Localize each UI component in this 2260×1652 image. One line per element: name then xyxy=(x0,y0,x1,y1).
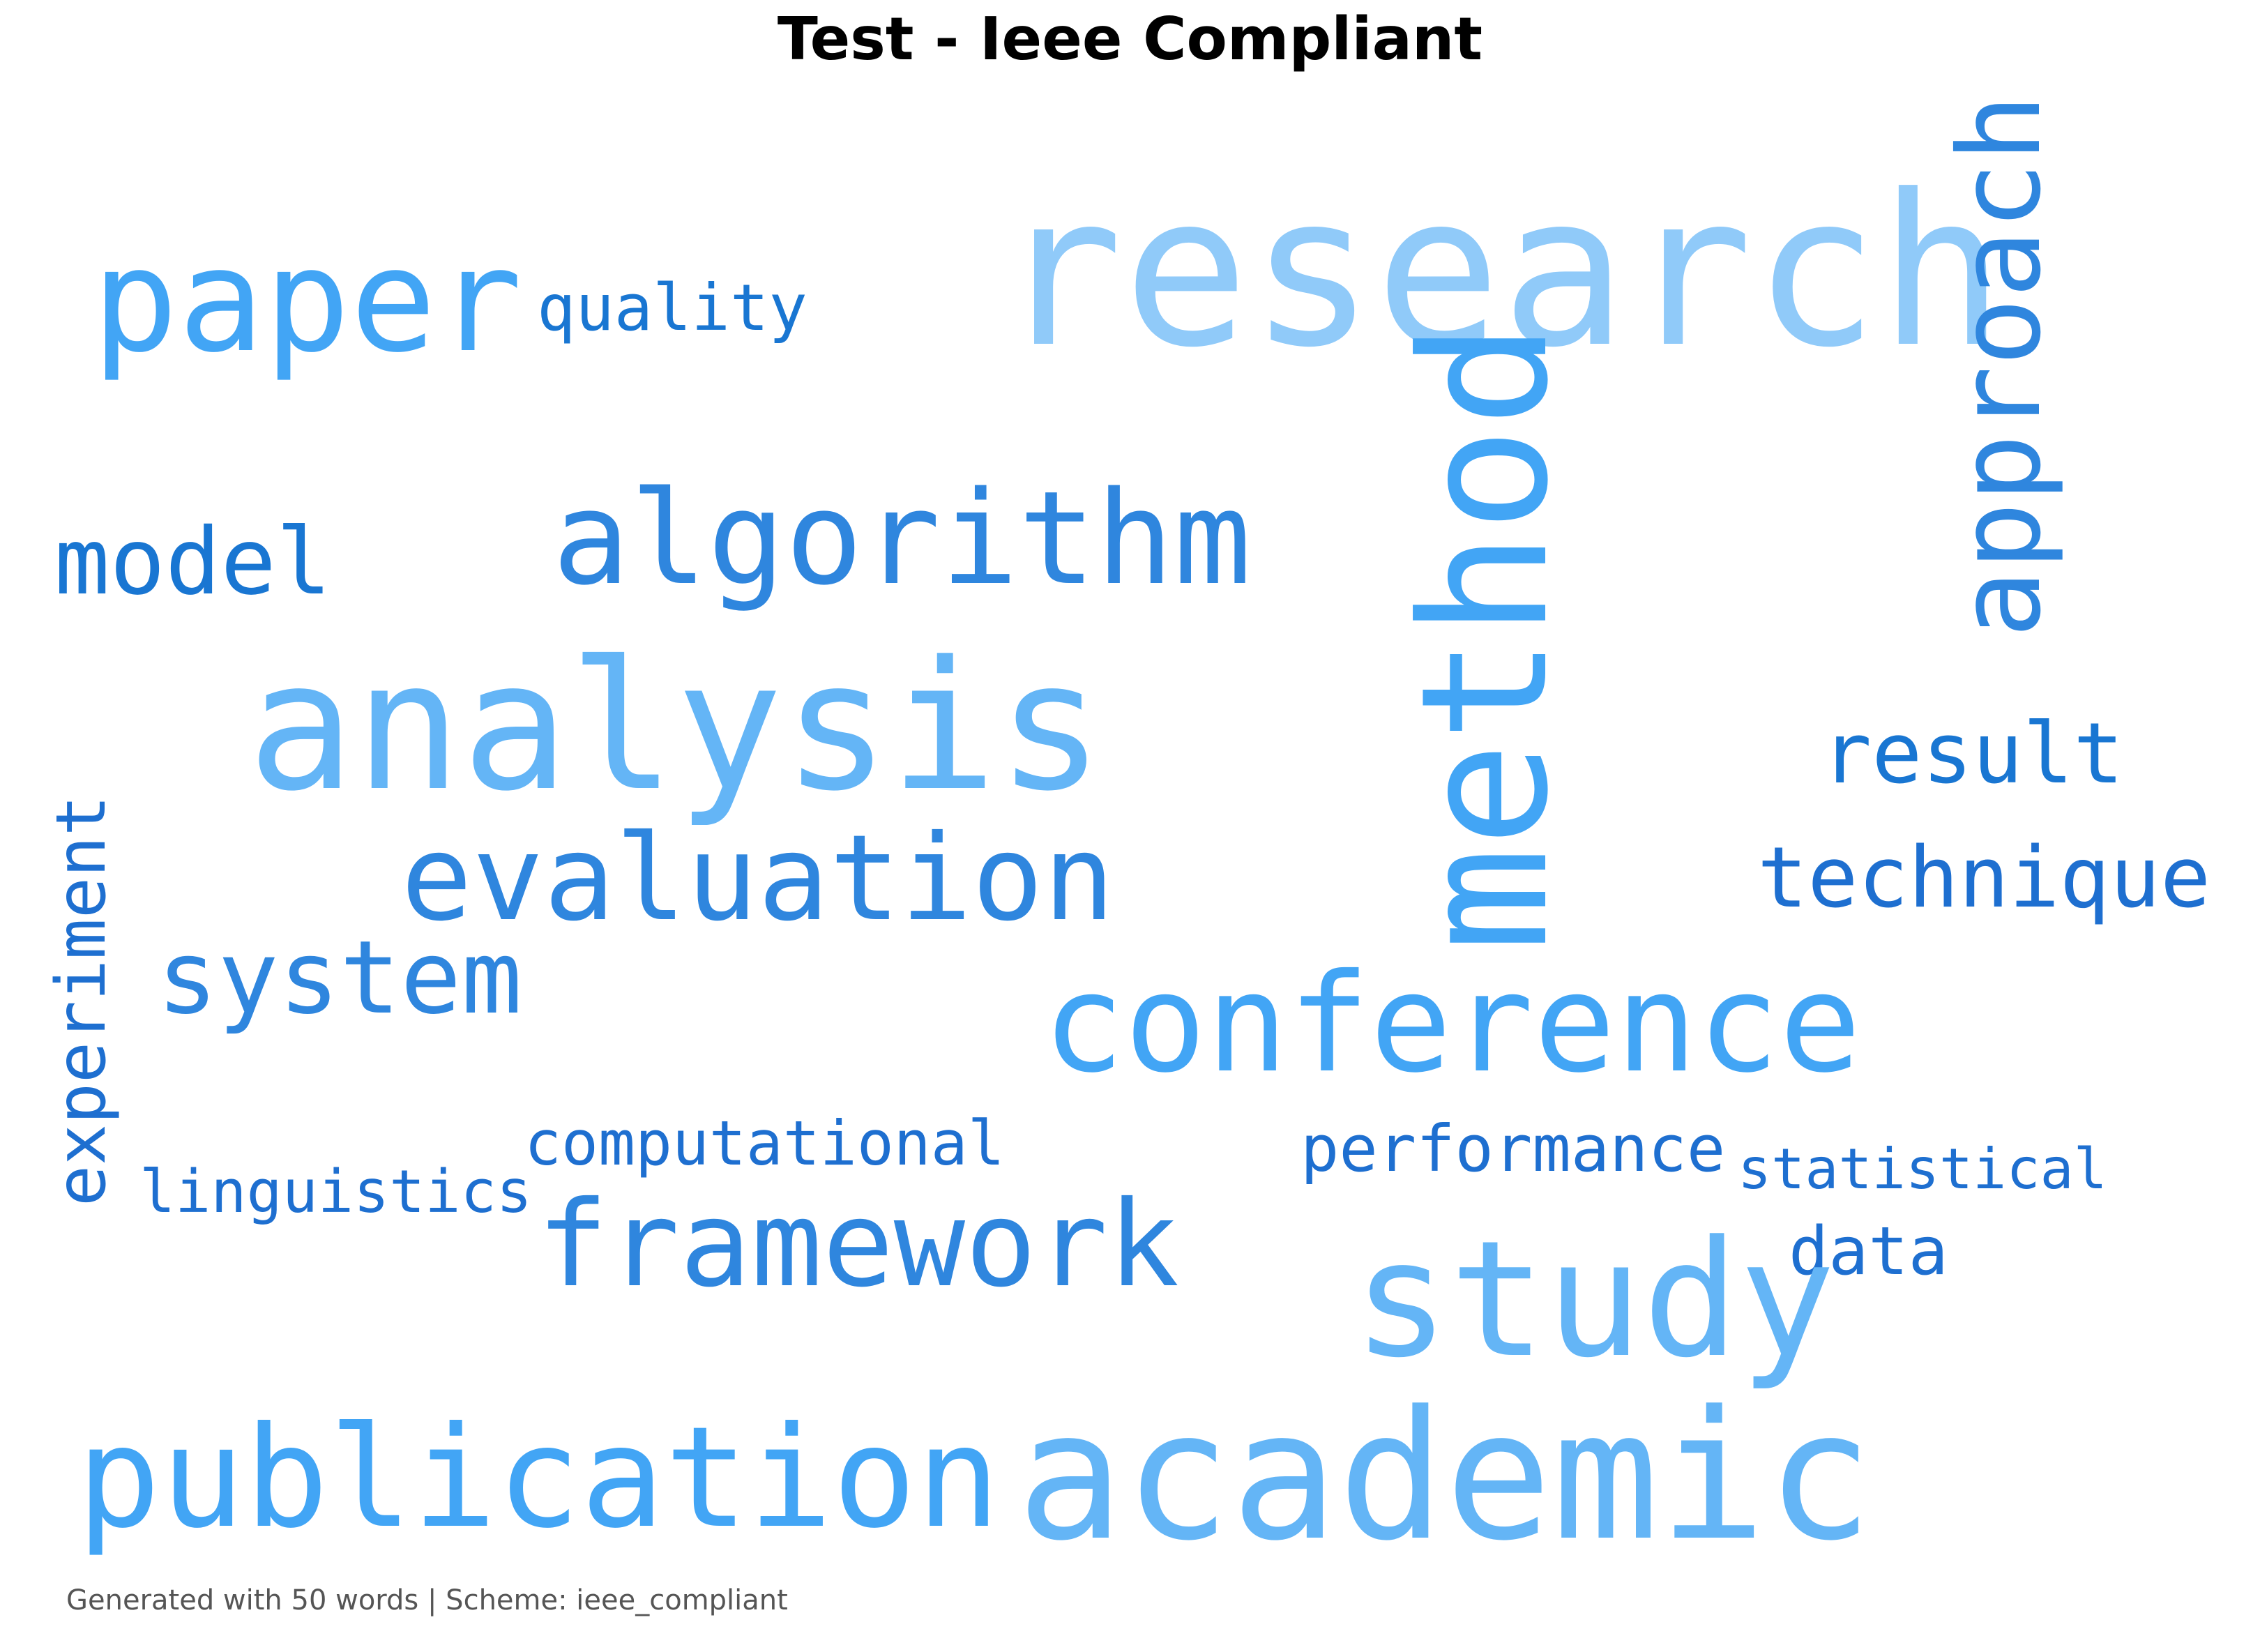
word-analysis: analysis xyxy=(248,623,1105,831)
word-result: result xyxy=(1821,706,2124,803)
word-system: system xyxy=(157,919,522,1037)
word-linguistics: linguistics xyxy=(139,1158,532,1227)
word-computational: computational xyxy=(524,1107,1005,1179)
word-framework: framework xyxy=(537,1176,1180,1314)
word-paper: paper xyxy=(92,218,523,384)
word-model: model xyxy=(54,508,332,616)
word-experiment: experiment xyxy=(42,794,121,1206)
word-method: method xyxy=(1383,321,1586,952)
word-algorithm: algorithm xyxy=(552,463,1252,614)
word-conference: conference xyxy=(1042,944,1861,1102)
word-cloud-title: Test - Ieee Compliant xyxy=(777,5,1483,74)
generation-footer: Generated with 50 words | Scheme: ieee_c… xyxy=(66,1584,788,1616)
word-research: research xyxy=(997,150,2005,393)
word-academic: academic xyxy=(1017,1373,1874,1580)
word-performance: performance xyxy=(1300,1112,1726,1186)
word-statistical: statistical xyxy=(1738,1137,2107,1202)
word-quality: quality xyxy=(537,271,807,345)
word-publication: publication xyxy=(77,1397,1001,1559)
word-evaluation: evaluation xyxy=(401,810,1115,948)
word-study: study xyxy=(1353,1207,1836,1393)
word-approach: approach xyxy=(1935,93,2066,638)
word-technique: technique xyxy=(1757,830,2211,927)
word-data: data xyxy=(1789,1213,1948,1290)
